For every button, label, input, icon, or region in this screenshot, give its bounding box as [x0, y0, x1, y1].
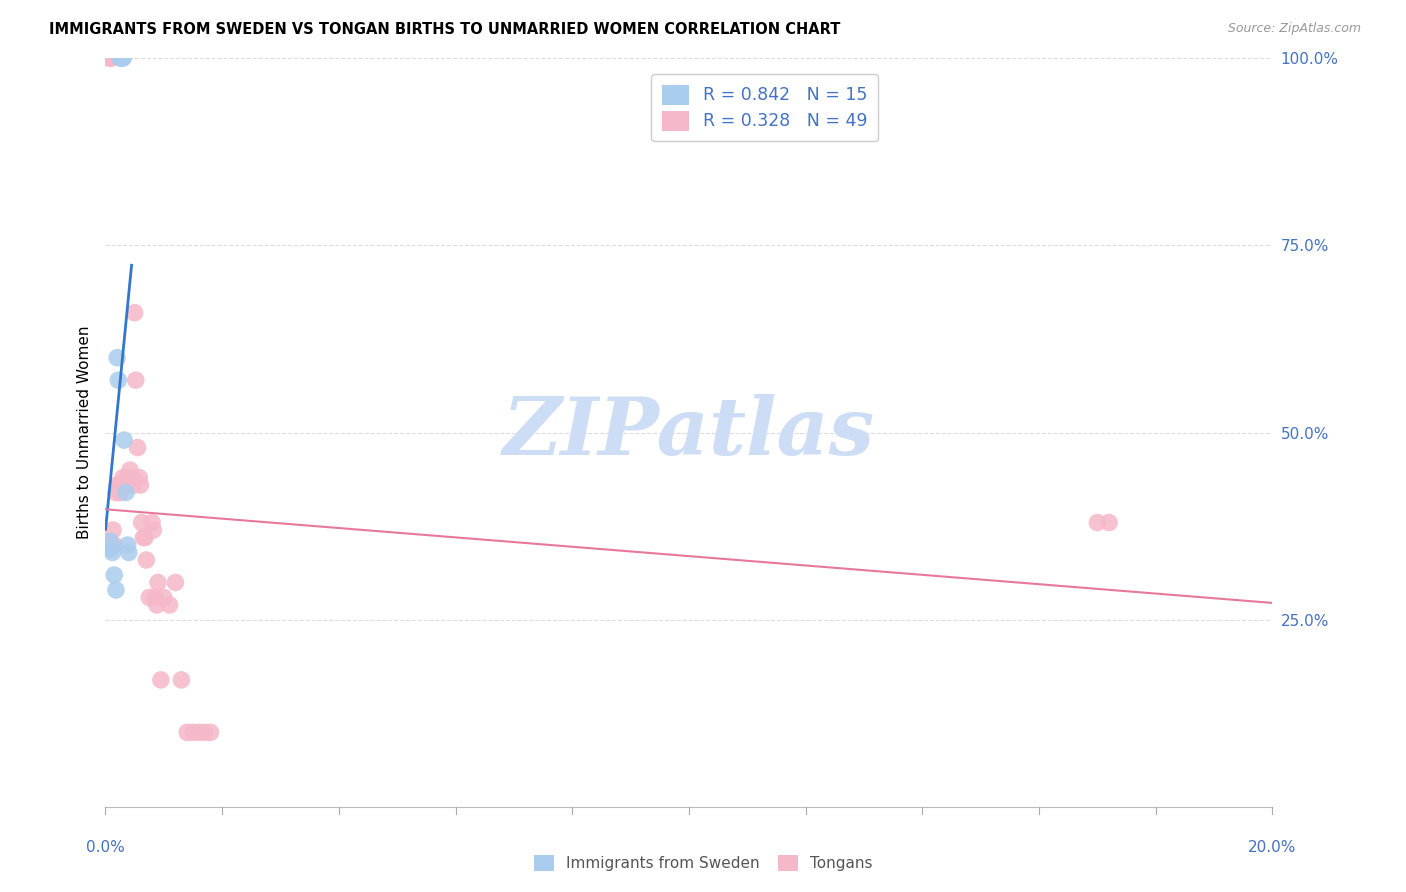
Text: 20.0%: 20.0% — [1249, 840, 1296, 855]
Point — [117, 470, 139, 484]
Point — [112, 433, 135, 447]
Point — [135, 553, 157, 567]
Point — [170, 673, 193, 687]
Point — [132, 531, 155, 545]
Point — [153, 591, 174, 605]
Point — [121, 470, 143, 484]
Y-axis label: Births to Unmarried Women: Births to Unmarried Women — [76, 326, 91, 540]
Point — [100, 51, 122, 65]
Point — [111, 470, 134, 484]
Point — [142, 523, 165, 537]
Point — [118, 470, 141, 484]
Point — [143, 591, 166, 605]
Point — [1087, 516, 1109, 530]
Point — [104, 582, 127, 597]
Point — [98, 51, 121, 65]
Point — [124, 306, 146, 320]
Point — [122, 478, 145, 492]
Point — [111, 478, 134, 492]
Point — [131, 516, 153, 530]
Text: IMMIGRANTS FROM SWEDEN VS TONGAN BIRTHS TO UNMARRIED WOMEN CORRELATION CHART: IMMIGRANTS FROM SWEDEN VS TONGAN BIRTHS … — [49, 22, 841, 37]
Point — [111, 51, 134, 65]
Legend: Immigrants from Sweden, Tongans: Immigrants from Sweden, Tongans — [527, 849, 879, 877]
Point — [141, 516, 163, 530]
Point — [181, 725, 204, 739]
Point — [98, 534, 121, 549]
Point — [103, 538, 125, 552]
Point — [105, 478, 128, 492]
Point — [138, 591, 160, 605]
Point — [149, 673, 172, 687]
Text: 0.0%: 0.0% — [86, 840, 125, 855]
Point — [108, 51, 131, 65]
Point — [118, 463, 141, 477]
Point — [115, 485, 138, 500]
Point — [111, 51, 134, 65]
Point — [104, 485, 127, 500]
Point — [112, 478, 135, 492]
Point — [107, 373, 129, 387]
Point — [146, 598, 169, 612]
Point — [100, 538, 122, 552]
Point — [176, 725, 198, 739]
Legend: R = 0.842   N = 15, R = 0.328   N = 49: R = 0.842 N = 15, R = 0.328 N = 49 — [651, 74, 879, 141]
Point — [107, 478, 129, 492]
Point — [194, 725, 217, 739]
Point — [134, 531, 156, 545]
Point — [200, 725, 222, 739]
Point — [127, 441, 149, 455]
Point — [105, 351, 128, 365]
Point — [100, 538, 122, 552]
Point — [115, 478, 138, 492]
Point — [101, 523, 124, 537]
Point — [129, 478, 152, 492]
Text: Source: ZipAtlas.com: Source: ZipAtlas.com — [1227, 22, 1361, 36]
Point — [187, 725, 209, 739]
Point — [111, 51, 134, 65]
Point — [108, 485, 131, 500]
Point — [1098, 516, 1121, 530]
Point — [159, 598, 181, 612]
Point — [117, 538, 139, 552]
Point — [97, 538, 120, 552]
Point — [128, 470, 150, 484]
Point — [101, 545, 124, 559]
Point — [97, 51, 120, 65]
Point — [101, 538, 124, 552]
Point — [165, 575, 187, 590]
Point — [125, 373, 148, 387]
Point — [100, 541, 122, 556]
Point — [103, 568, 125, 582]
Point — [118, 545, 141, 559]
Point — [146, 575, 169, 590]
Text: ZIPatlas: ZIPatlas — [503, 394, 875, 471]
